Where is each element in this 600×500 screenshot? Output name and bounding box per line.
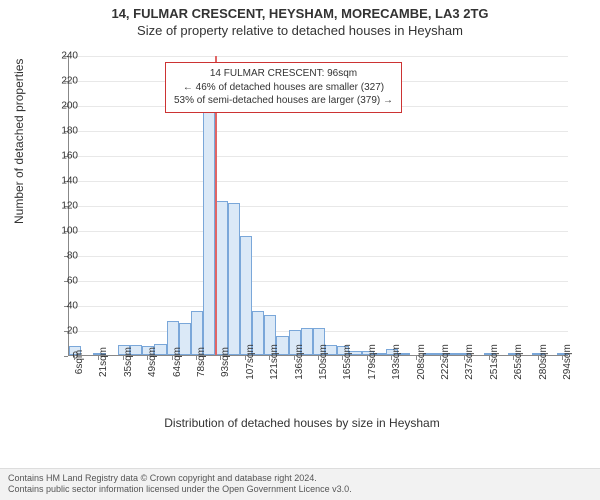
y-tick-label: 60 bbox=[50, 276, 78, 287]
histogram-bar bbox=[203, 106, 215, 355]
x-tick-label: 222sqm bbox=[440, 344, 451, 380]
x-tick-label: 179sqm bbox=[367, 344, 378, 380]
x-axis-label: Distribution of detached houses by size … bbox=[24, 416, 580, 430]
x-tick-label: 21sqm bbox=[98, 347, 109, 377]
x-tick-label: 294sqm bbox=[562, 344, 573, 380]
x-tick-label: 237sqm bbox=[464, 344, 475, 380]
x-tick-label: 280sqm bbox=[538, 344, 549, 380]
attribution-footer: Contains HM Land Registry data © Crown c… bbox=[0, 468, 600, 500]
gridline bbox=[69, 281, 568, 282]
histogram-bar bbox=[228, 203, 240, 356]
gridline bbox=[69, 56, 568, 57]
x-tick-label: 78sqm bbox=[196, 347, 207, 377]
callout-line: 14 FULMAR CRESCENT: 96sqm bbox=[174, 67, 393, 81]
x-tick-label: 35sqm bbox=[123, 347, 134, 377]
footer-line2: Contains public sector information licen… bbox=[8, 484, 592, 496]
gridline bbox=[69, 181, 568, 182]
x-tick-label: 208sqm bbox=[416, 344, 427, 380]
gridline bbox=[69, 156, 568, 157]
y-tick-label: 220 bbox=[50, 76, 78, 87]
x-tick-label: 150sqm bbox=[318, 344, 329, 380]
y-tick-label: 120 bbox=[50, 201, 78, 212]
chart-title-block: 14, FULMAR CRESCENT, HEYSHAM, MORECAMBE,… bbox=[0, 0, 600, 38]
x-tick-label: 93sqm bbox=[220, 347, 231, 377]
gridline bbox=[69, 131, 568, 132]
histogram-bar bbox=[240, 236, 252, 355]
title-address: 14, FULMAR CRESCENT, HEYSHAM, MORECAMBE,… bbox=[0, 6, 600, 21]
y-tick-label: 80 bbox=[50, 251, 78, 262]
gridline bbox=[69, 231, 568, 232]
x-tick-label: 121sqm bbox=[269, 344, 280, 380]
x-tick-label: 49sqm bbox=[147, 347, 158, 377]
y-tick-label: 40 bbox=[50, 301, 78, 312]
y-tick-label: 240 bbox=[50, 51, 78, 62]
gridline bbox=[69, 256, 568, 257]
title-subtitle: Size of property relative to detached ho… bbox=[0, 23, 600, 38]
x-tick-label: 6sqm bbox=[74, 350, 85, 374]
chart-container: Number of detached properties 14 FULMAR … bbox=[24, 44, 580, 424]
callout-line: ← 46% of detached houses are smaller (32… bbox=[174, 81, 393, 95]
y-tick-label: 160 bbox=[50, 151, 78, 162]
gridline bbox=[69, 306, 568, 307]
callout-line: 53% of semi-detached houses are larger (… bbox=[174, 94, 393, 108]
x-tick-label: 193sqm bbox=[391, 344, 402, 380]
y-axis-label: Number of detached properties bbox=[12, 59, 26, 224]
y-tick-label: 20 bbox=[50, 326, 78, 337]
y-tick-label: 140 bbox=[50, 176, 78, 187]
x-tick-label: 251sqm bbox=[489, 344, 500, 380]
marker-callout: 14 FULMAR CRESCENT: 96sqm← 46% of detach… bbox=[165, 62, 402, 113]
plot-area: 14 FULMAR CRESCENT: 96sqm← 46% of detach… bbox=[68, 56, 568, 356]
x-tick-label: 265sqm bbox=[513, 344, 524, 380]
x-tick-label: 107sqm bbox=[245, 344, 256, 380]
y-tick-label: 100 bbox=[50, 226, 78, 237]
x-tick-label: 165sqm bbox=[342, 344, 353, 380]
y-tick-label: 200 bbox=[50, 101, 78, 112]
x-tick-label: 136sqm bbox=[294, 344, 305, 380]
x-tick-label: 64sqm bbox=[172, 347, 183, 377]
y-tick-label: 180 bbox=[50, 126, 78, 137]
gridline bbox=[69, 206, 568, 207]
footer-line1: Contains HM Land Registry data © Crown c… bbox=[8, 473, 592, 485]
